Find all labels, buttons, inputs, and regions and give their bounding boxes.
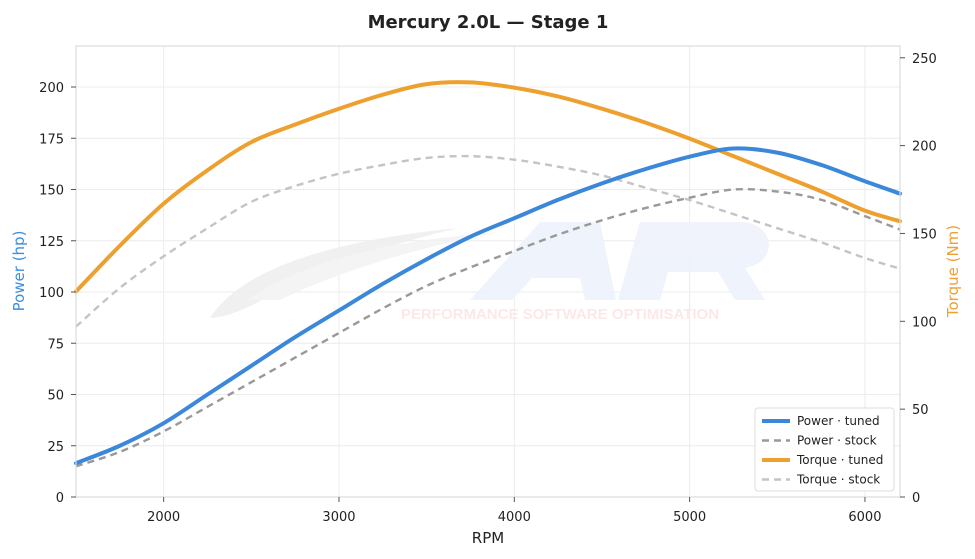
series-line-power-stock: [75, 187, 901, 468]
x-axis-label: RPM: [472, 529, 504, 547]
right-y-tick-label: 0: [912, 491, 920, 506]
watermark-swoosh-inner: [248, 232, 500, 300]
x-tick-label: 6000: [848, 510, 881, 525]
left-y-tick-label: 125: [39, 235, 64, 250]
left-y-tick-label: 200: [39, 81, 64, 96]
left-y-tick-label: 100: [39, 286, 64, 301]
legend-label: Power · stock: [797, 434, 877, 448]
left-y-tick-label: 75: [47, 337, 64, 352]
x-axis-ticks: 2000 3000 4000 5000 6000: [147, 497, 881, 525]
watermark-swoosh: [210, 228, 460, 318]
right-y-tick-label: 200: [912, 140, 937, 155]
series-line-torque-tuned: [74, 80, 902, 294]
series-line-torque-stock: [75, 154, 901, 328]
series-lines: [74, 80, 902, 468]
legend-label: Torque · stock: [796, 473, 880, 487]
left-y-tick-label: 25: [47, 440, 64, 455]
x-tick-label: 4000: [498, 510, 531, 525]
right-y-axis-ticks: 0 50 100 150 200 250: [900, 52, 937, 506]
watermark-letter-a: [470, 222, 616, 300]
watermark-letter-r: [618, 222, 769, 300]
plot-frame: [75, 45, 901, 498]
legend-items: Power · tuned Power · stock Torque · tuned…: [762, 414, 883, 487]
right-y-axis-label: Torque (Nm): [944, 225, 962, 318]
chart-title: Mercury 2.0L — Stage 1: [368, 12, 609, 33]
x-tick-label: 3000: [322, 510, 355, 525]
legend-label: Torque · tuned: [796, 453, 883, 467]
legend-box: [754, 407, 895, 492]
left-y-tick-label: 175: [39, 132, 64, 147]
legend: Power · tuned Power · stock Torque · tuned…: [754, 407, 895, 492]
left-y-axis-ticks: 0 25 50 75 100 125 150 175 200: [39, 81, 76, 506]
x-tick-label: 2000: [147, 510, 180, 525]
legend-label: Power · tuned: [797, 414, 880, 428]
right-y-tick-label: 250: [912, 52, 937, 67]
x-tick-label: 5000: [673, 510, 706, 525]
right-y-tick-label: 100: [912, 315, 937, 330]
watermark-logo: PERFORMANCE SOFTWARE OPTIMISATION: [210, 222, 769, 323]
right-y-tick-label: 50: [912, 403, 929, 418]
right-y-tick-label: 150: [912, 227, 937, 242]
left-y-axis-label: Power (hp): [10, 231, 28, 312]
watermark-text: PERFORMANCE SOFTWARE OPTIMISATION: [401, 306, 719, 323]
left-y-tick-label: 50: [47, 389, 64, 404]
left-y-tick-label: 150: [39, 184, 64, 199]
series-line-power-tuned: [74, 146, 902, 466]
left-y-tick-label: 0: [56, 491, 64, 506]
